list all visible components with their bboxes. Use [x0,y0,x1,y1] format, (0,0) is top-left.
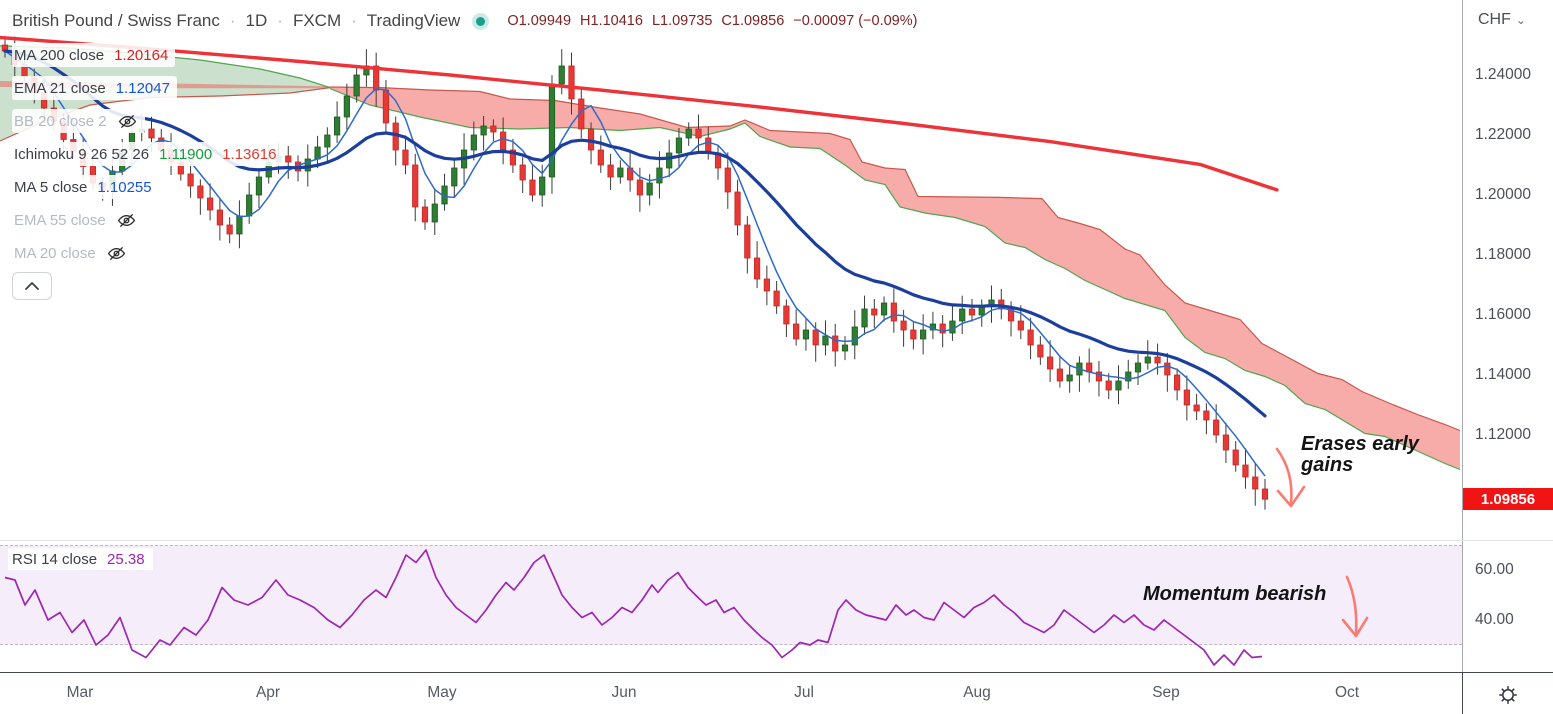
rsi-legend[interactable]: RSI 14 close 25.38 [8,548,153,570]
down-arrow-icon [1341,575,1369,638]
indicator-value: 1.12047 [115,79,170,97]
price-axis-tick: 1.12000 [1475,426,1532,443]
title-separator: · [351,11,357,30]
price-chart-svg [0,35,1461,510]
price-axis-tick: 1.20000 [1475,186,1532,203]
market-status-icon[interactable] [472,12,490,30]
axis-border [1462,0,1463,672]
price-axis-tick: 1.16000 [1475,306,1532,323]
time-axis-month-label: Mar [66,684,94,701]
rsi-chart-canvas[interactable] [0,540,1462,672]
legend-row-ema55[interactable]: EMA 55 close [12,208,144,232]
legend-row-ma200[interactable]: MA 200 close 1.20164 [12,43,176,67]
time-axis-month-label: May [427,684,457,701]
legend-row-ma5[interactable]: MA 5 close 1.10255 [12,175,159,199]
legend-row-ichimoku[interactable]: Ichimoku 9 26 52 26 1.11900 1.13616 [12,142,284,166]
legend-row-bb20[interactable]: BB 20 close 2 [12,109,145,133]
down-arrow-icon [1275,447,1306,508]
indicator-label: MA 5 close [14,178,88,196]
pane-divider[interactable] [0,540,1553,541]
chevron-down-icon: ⌄ [1515,13,1526,27]
chevron-up-icon [25,282,39,290]
currency-selector[interactable]: CHF ⌄ [1478,11,1526,28]
close-value: C1.09856 [721,13,785,29]
legend-row-ema21[interactable]: EMA 21 close 1.12047 [12,76,177,100]
indicator-label: MA 200 close [14,46,105,64]
rsi-label: RSI 14 close [12,550,98,568]
visibility-off-icon[interactable] [117,111,138,132]
senkou-span-b-line [329,86,1461,432]
chart-header: British Pound / Swiss Franc · 1D · FXCM … [12,8,917,34]
time-axis-month-label: Jul [794,684,814,701]
last-price-badge: 1.09856 [1463,488,1553,511]
indicator-value: 1.11900 [159,145,213,163]
indicator-value: 1.20164 [114,46,169,64]
time-axis[interactable]: Mar Apr May Jun Jul Aug Sep Oct [0,672,1553,714]
ma200-line [0,35,1279,192]
indicator-label: EMA 55 close [14,211,106,229]
price-axis-tick: 1.14000 [1475,366,1532,383]
time-axis-month-label: Jun [611,684,637,701]
price-axis-tick: 1.22000 [1475,126,1532,143]
senkou-span-a-line [329,87,1461,471]
price-chart-canvas[interactable] [0,0,1462,540]
time-axis-divider [1462,673,1463,714]
indicator-label: MA 20 close [14,244,96,262]
rsi-value: 25.38 [107,550,145,568]
price-axis[interactable]: CHF ⌄ 1.24000 1.22000 1.20000 1.18000 1.16000… [1463,0,1553,540]
rsi-axis-tick: 60.00 [1475,561,1514,578]
indicator-value-2: 1.13616 [222,145,277,163]
collapse-legend-button[interactable] [12,272,52,300]
time-axis-month-label: Sep [1152,684,1180,701]
rsi-axis[interactable]: 60.00 40.00 [1463,540,1553,672]
price-axis-tick: 1.24000 [1475,66,1532,83]
rsi-overbought-oversold-band [0,545,1462,645]
indicator-label: Ichimoku 9 26 52 26 [14,145,150,163]
ohlc-readout: O1.09949 H1.10416 L1.09735 C1.09856 −0.0… [507,13,917,29]
price-axis-tick: 1.18000 [1475,246,1532,263]
open-value: O1.09949 [507,13,572,29]
rsi-axis-tick: 40.00 [1475,611,1514,628]
legend-row-ma20[interactable]: MA 20 close [12,241,134,265]
exchange-label[interactable]: FXCM [292,11,342,30]
annotation-momentum-bearish: Momentum bearish [1143,583,1327,605]
time-axis-month-label: Oct [1334,684,1360,701]
time-axis-month-label: Apr [255,684,281,701]
indicator-value: 1.10255 [97,178,152,196]
gear-icon [1499,686,1517,704]
interval-label[interactable]: 1D [245,11,268,30]
title-separator: · [277,11,283,30]
indicator-label: EMA 21 close [14,79,106,97]
indicator-label: BB 20 close 2 [14,112,107,130]
rsi-chart-svg [4,549,1369,666]
rsi-line [4,549,1263,666]
time-axis-month-label: Aug [963,684,991,701]
title-separator: · [229,11,236,30]
annotation-erases-early-gains: Erases early gains [1301,433,1419,476]
symbol-title[interactable]: British Pound / Swiss Franc [12,11,220,30]
ma5-line [4,50,1266,477]
settings-button[interactable] [1494,681,1522,709]
platform-label[interactable]: TradingView [366,11,461,30]
low-value: L1.09735 [651,13,713,29]
visibility-off-icon[interactable] [116,210,137,231]
ichimoku-cloud-bearish [330,87,1460,470]
high-value: H1.10416 [580,13,643,29]
change-value: −0.00097 (−0.09%) [793,13,918,29]
visibility-off-icon[interactable] [106,243,127,264]
